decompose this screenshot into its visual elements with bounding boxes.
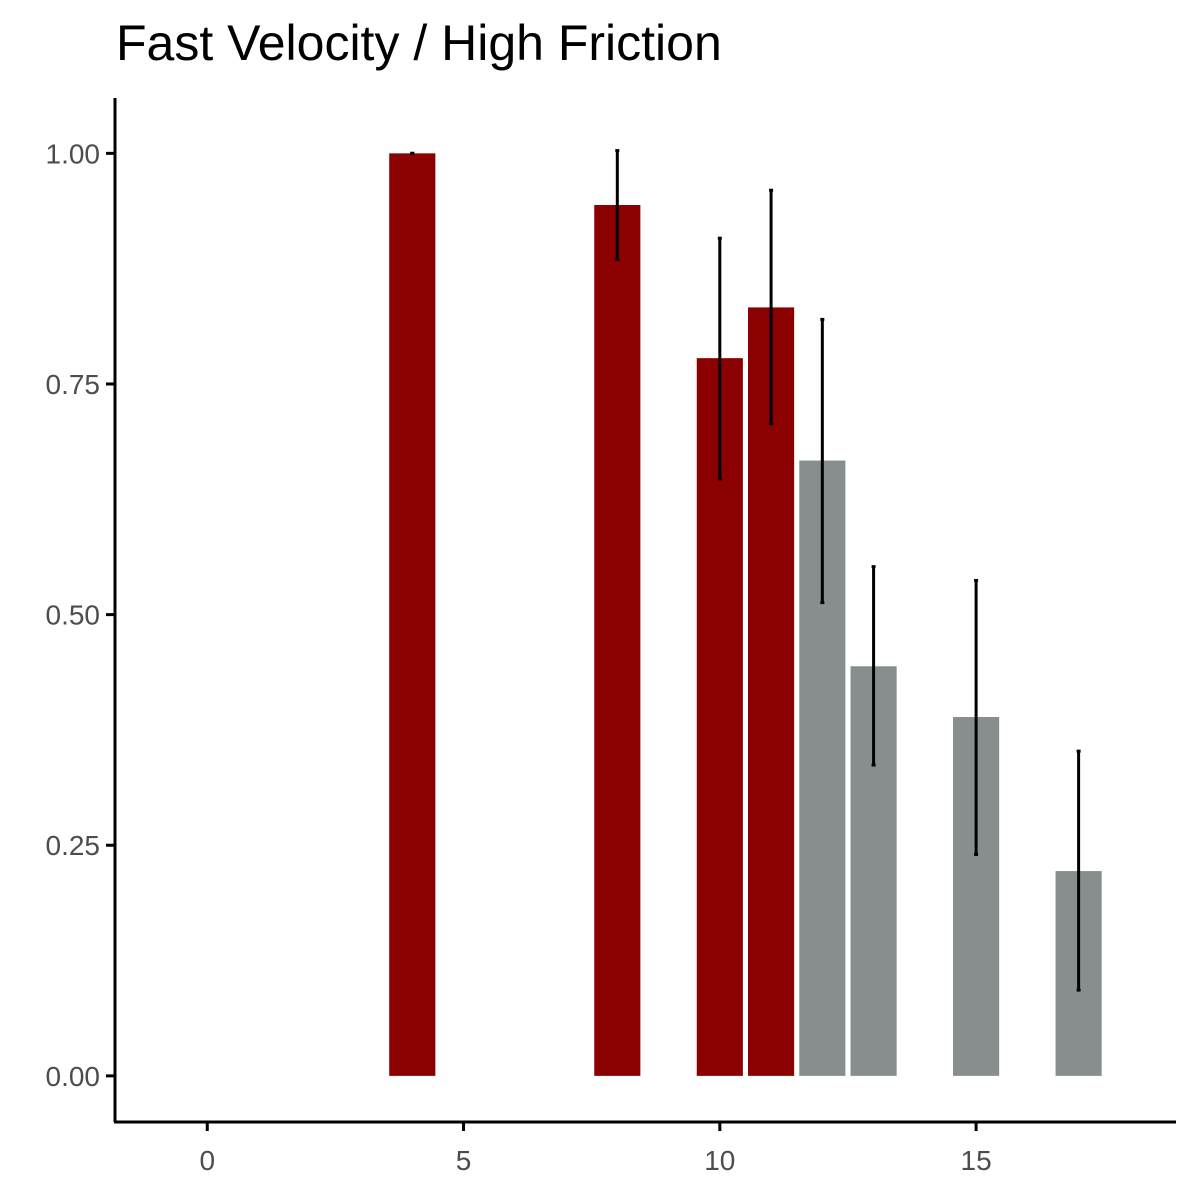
error-bar-17 — [1076, 749, 1081, 992]
x-tick-label: 15 — [961, 1145, 992, 1176]
error-bar-11 — [769, 188, 774, 426]
x-tick-label: 10 — [704, 1145, 735, 1176]
error-bar-10 — [717, 236, 722, 481]
y-tick-label: 0.00 — [46, 1061, 101, 1092]
error-bars-layer — [410, 149, 1081, 992]
x-tick-label: 5 — [456, 1145, 472, 1176]
y-tick-label: 0.50 — [46, 600, 101, 631]
chart-title: Fast Velocity / High Friction — [116, 15, 722, 71]
error-bar-8 — [615, 149, 620, 261]
ticks-layer: 0.00 0.25 0.50 0.75 1.00 0 5 10 15 — [46, 138, 992, 1176]
error-bar-12 — [820, 317, 825, 605]
bar-4 — [389, 153, 436, 1076]
y-tick-label: 1.00 — [46, 138, 101, 169]
y-tick-label: 0.25 — [46, 830, 101, 861]
bar-11 — [748, 307, 795, 1076]
x-tick-label: 0 — [199, 1145, 215, 1176]
axes-layer — [113, 98, 1176, 1124]
bars-layer — [389, 153, 1102, 1076]
bar-8 — [594, 205, 641, 1076]
error-bar-13 — [871, 565, 876, 767]
error-bar-15 — [974, 578, 979, 856]
y-tick-label: 0.75 — [46, 369, 101, 400]
